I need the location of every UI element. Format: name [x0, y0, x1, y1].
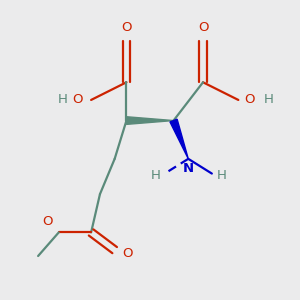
Text: H: H [263, 93, 273, 106]
Text: O: O [122, 247, 133, 260]
Text: H: H [58, 93, 68, 106]
Text: O: O [42, 215, 53, 228]
Text: N: N [183, 162, 194, 175]
Text: O: O [121, 21, 132, 34]
Polygon shape [126, 117, 174, 124]
Text: O: O [72, 93, 82, 106]
Polygon shape [170, 119, 188, 159]
Text: H: H [150, 169, 160, 182]
Text: O: O [198, 21, 208, 34]
Text: H: H [216, 169, 226, 182]
Text: O: O [244, 93, 255, 106]
